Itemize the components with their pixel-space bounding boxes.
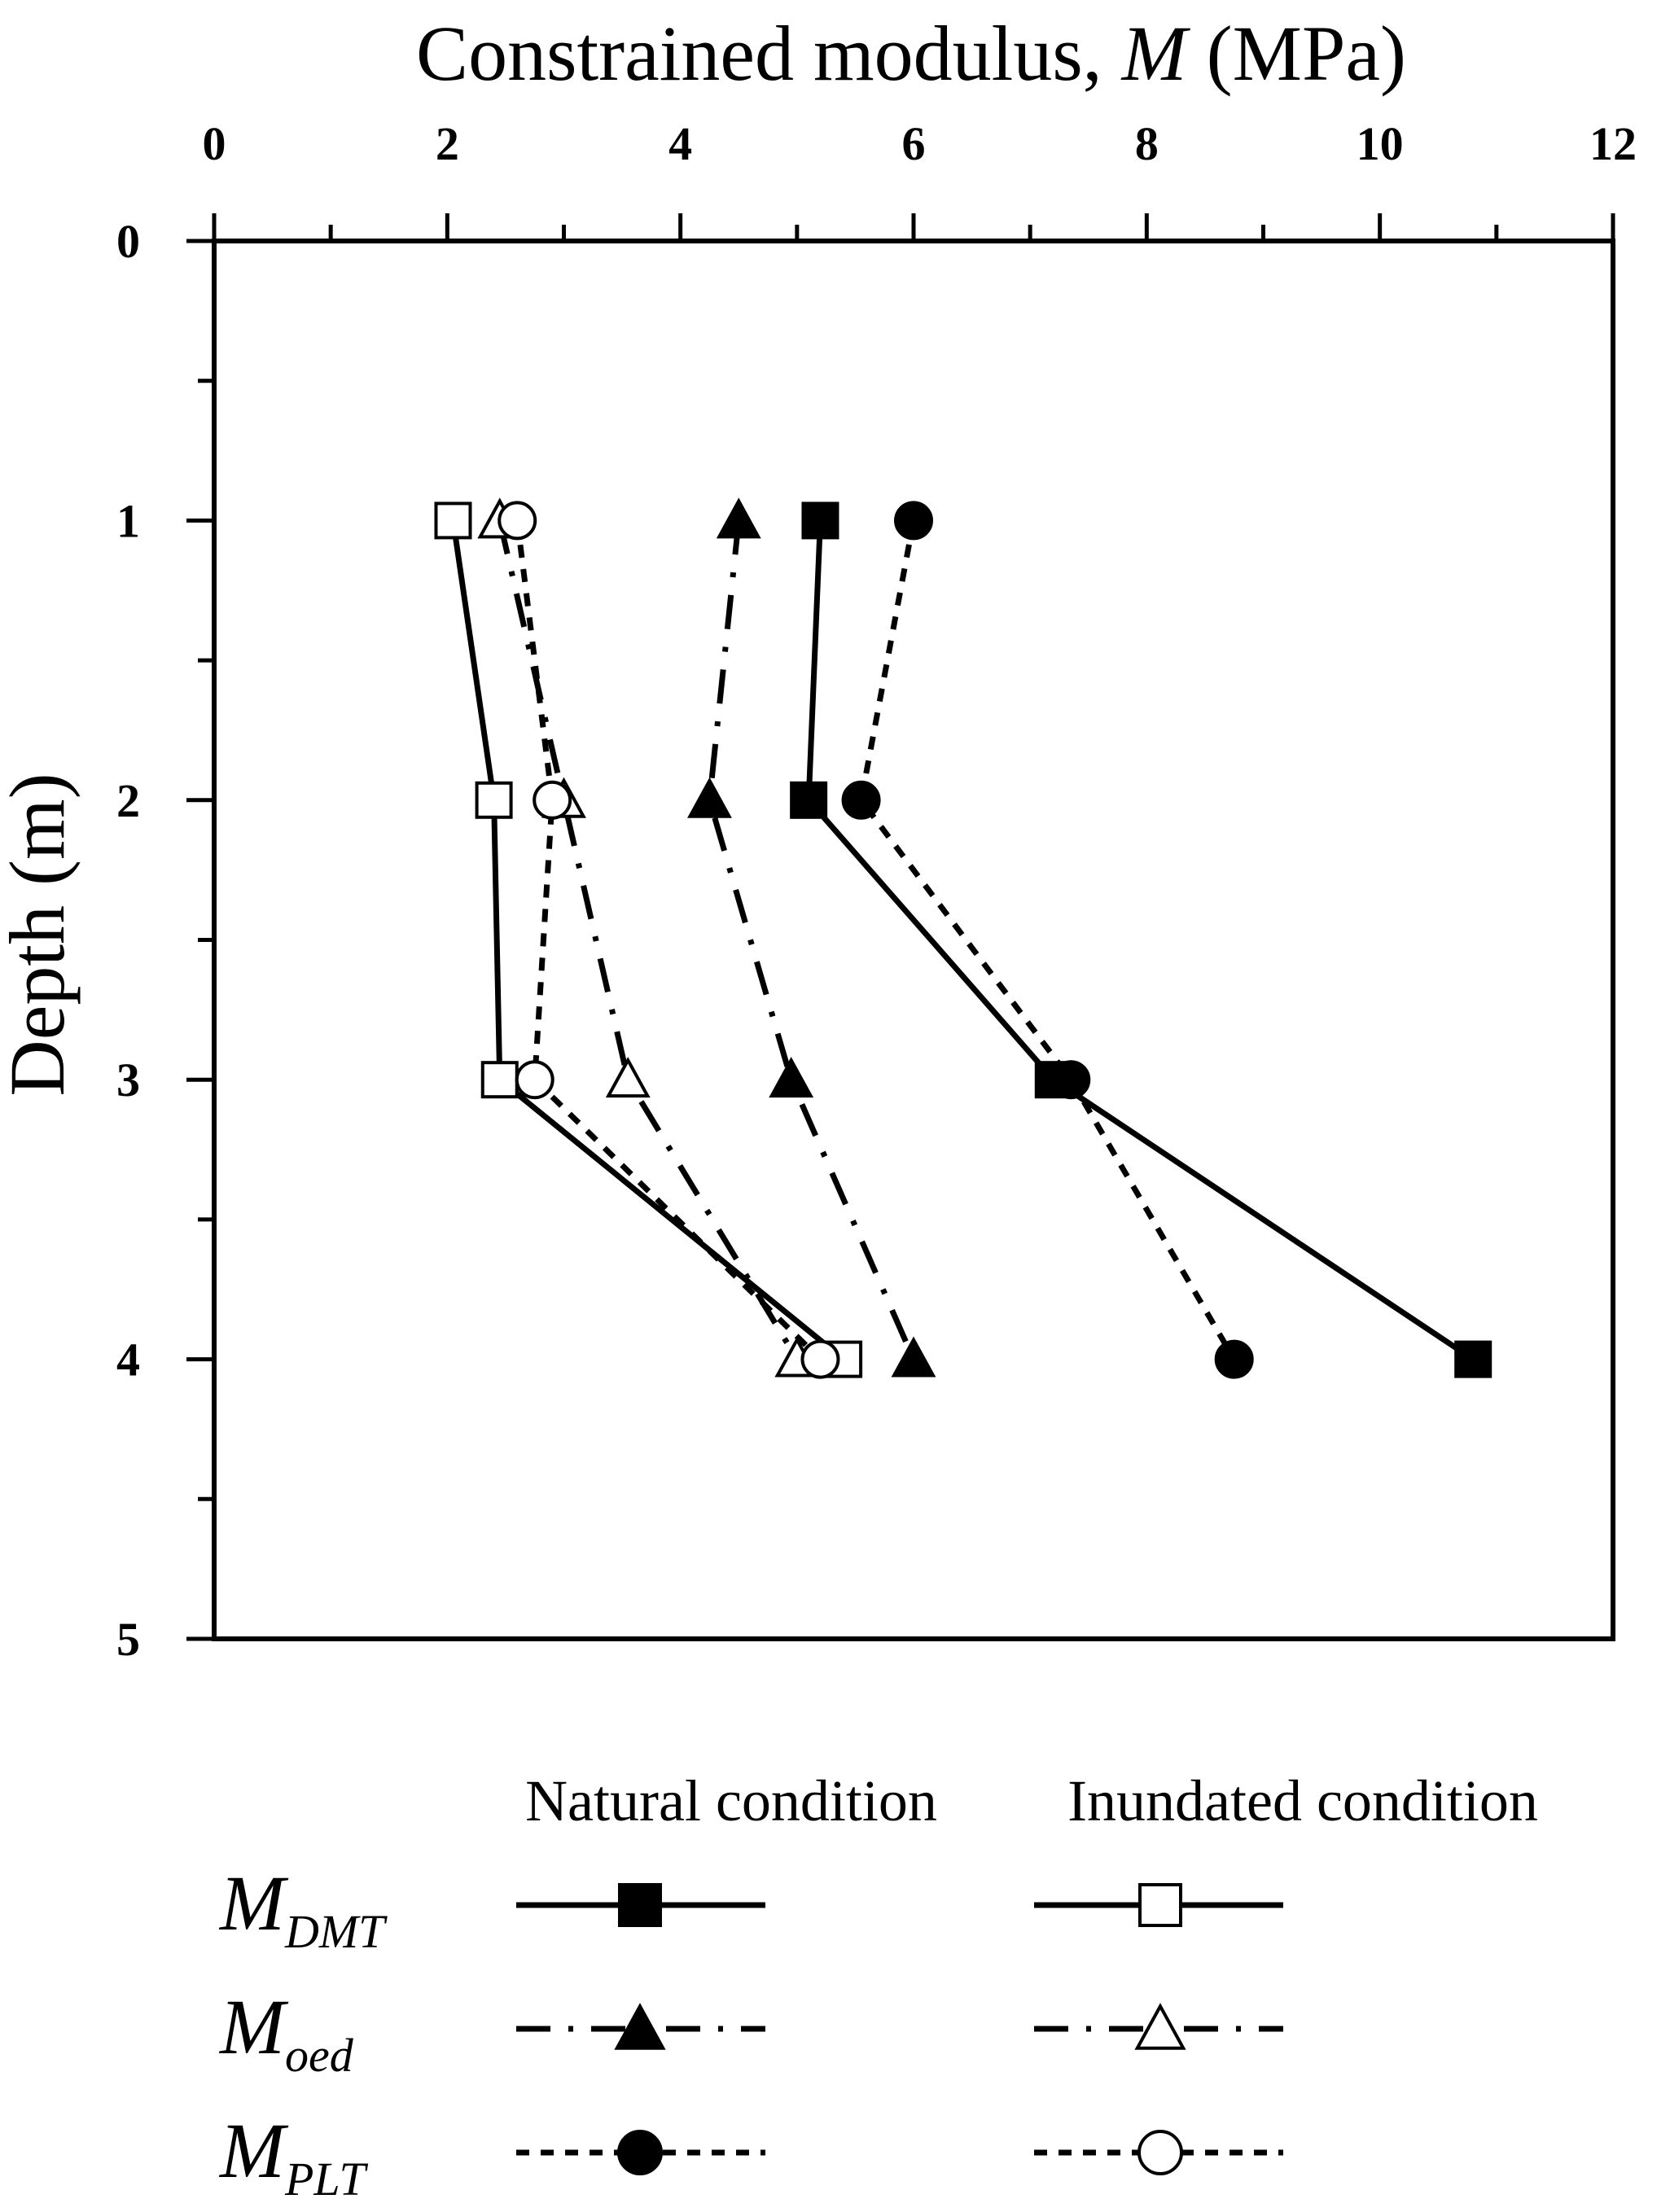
series-line-m-dmt-natural xyxy=(805,520,1475,1362)
data-point-m-oed-natural xyxy=(769,1057,814,1098)
data-point-m-dmt-natural xyxy=(790,781,828,819)
legend-marker-plt xyxy=(617,2130,663,2175)
data-point-m-plt-natural xyxy=(841,780,881,820)
data-point-m-dmt-natural xyxy=(801,502,839,540)
series-lines xyxy=(450,519,1475,1362)
legend-label: MPLT xyxy=(218,2107,368,2205)
data-point-m-plt-natural xyxy=(1051,1060,1091,1100)
legend-header-inundated: Inundated condition xyxy=(1067,1768,1538,1833)
y-axis-title: Depth (m) xyxy=(0,773,81,1096)
plot-border xyxy=(212,239,1615,1641)
data-point-m-oed-natural xyxy=(716,497,761,539)
data-point-m-plt-natural xyxy=(1214,1339,1254,1379)
data-point-m-plt-inundated xyxy=(800,1339,840,1379)
x-tick-label: 2 xyxy=(436,117,459,170)
x-tick-label: 6 xyxy=(902,117,926,170)
y-tick-label: 2 xyxy=(116,774,140,827)
data-point-m-dmt-inundated xyxy=(475,781,513,819)
data-point-m-plt-inundated xyxy=(497,501,537,541)
y-tick-label: 3 xyxy=(116,1053,140,1106)
data-point-m-plt-inundated xyxy=(533,780,572,820)
legend-label: MDMT xyxy=(218,1859,388,1958)
data-point-m-oed-natural xyxy=(687,777,732,818)
legend-marker-dmt xyxy=(1138,1883,1182,1927)
data-point-m-plt-inundated xyxy=(515,1060,554,1100)
data-point-m-dmt-inundated xyxy=(480,1061,519,1099)
data-point-m-oed-inundated xyxy=(605,1057,651,1098)
data-point-m-dmt-natural xyxy=(1454,1340,1492,1378)
plot-frame xyxy=(212,239,1615,1641)
x-tick-label: 4 xyxy=(668,117,692,170)
legend: Natural condition Inundated condition MDMT… xyxy=(218,1768,1538,2205)
series-line-m-plt-natural xyxy=(858,519,1237,1361)
x-tick-label: 8 xyxy=(1135,117,1159,170)
y-tick-label: 4 xyxy=(116,1334,140,1386)
series-line-m-oed-natural xyxy=(706,520,917,1361)
legend-marker-oed xyxy=(1134,2003,1186,2050)
series-line-m-oed-inundated xyxy=(497,519,800,1361)
legend-marker-plt xyxy=(1137,2130,1183,2175)
legend-marker-oed xyxy=(614,2003,666,2050)
data-point-m-plt-natural xyxy=(894,501,933,541)
data-point-m-oed-natural xyxy=(891,1336,936,1378)
y-tick-label: 1 xyxy=(116,494,140,547)
series-markers xyxy=(434,497,1492,1379)
x-tick-label: 10 xyxy=(1357,117,1404,170)
y-tick-label: 5 xyxy=(116,1613,140,1666)
x-tick-label: 0 xyxy=(203,117,226,170)
series-line-m-dmt-inundated xyxy=(450,519,846,1362)
series-line-m-plt-inundated xyxy=(514,519,822,1362)
y-tick-label: 0 xyxy=(116,215,140,268)
legend-label: Moed xyxy=(218,1983,354,2082)
x-axis-title: Constrained modulus, M (MPa) xyxy=(416,10,1406,97)
legend-header-natural: Natural condition xyxy=(525,1768,937,1833)
data-point-m-dmt-inundated xyxy=(434,502,472,540)
legend-marker-dmt xyxy=(618,1883,662,1927)
x-tick-label: 12 xyxy=(1589,117,1637,170)
